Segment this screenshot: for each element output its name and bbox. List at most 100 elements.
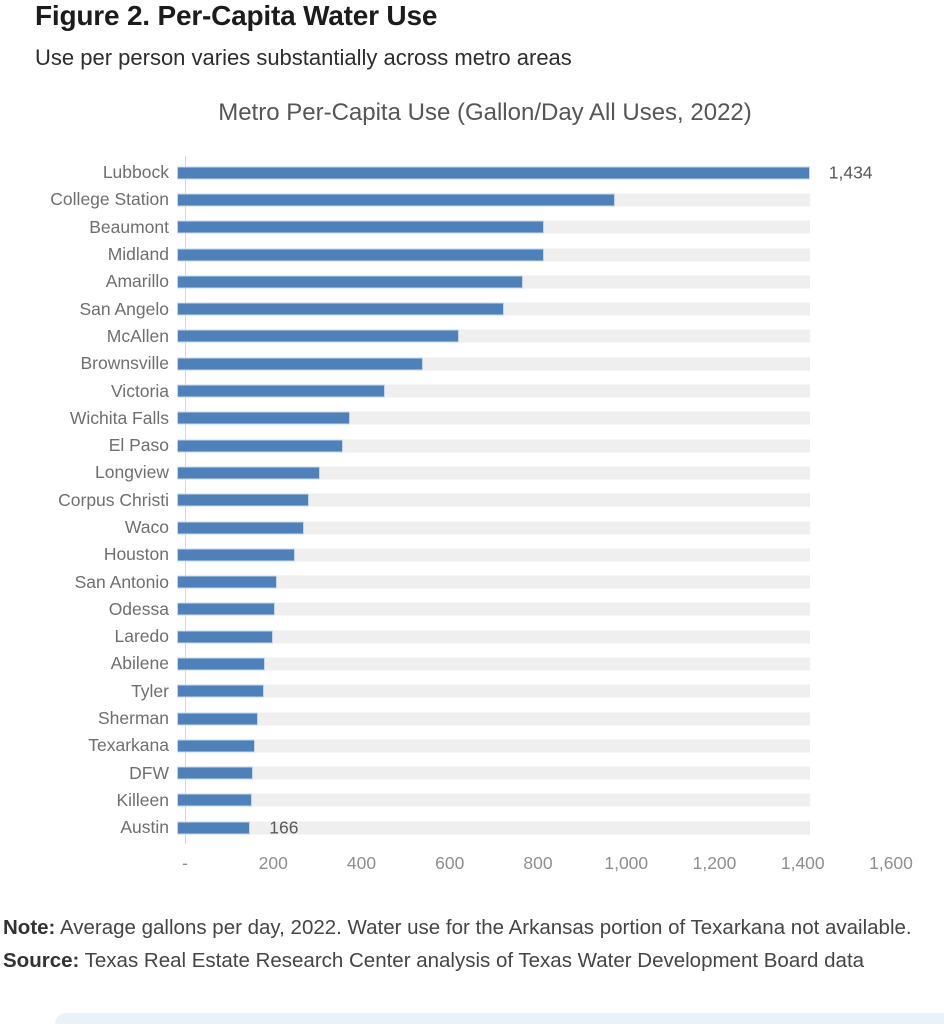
source-text: Texas Real Estate Research Center analys… <box>79 949 865 972</box>
source-label: Source: <box>3 949 80 972</box>
category-label: Sherman <box>97 708 169 729</box>
category-label: DFW <box>129 762 169 783</box>
bar <box>177 739 256 753</box>
bar <box>177 766 253 780</box>
category-label: Amarillo <box>105 271 169 292</box>
bar-row: College Station <box>0 186 944 213</box>
bar-row: Laredo <box>0 623 944 650</box>
plot-rows: Lubbock 1,434 College Station Beaumont Midla… <box>0 159 944 841</box>
x-tick-label: - <box>182 853 188 873</box>
category-label: Laredo <box>114 626 170 647</box>
source-line: Source: Texas Real Estate Research Cente… <box>3 944 931 977</box>
footer-notes: Note: Average gallons per day, 2022. Wat… <box>3 911 931 977</box>
bar-cell <box>177 678 944 705</box>
bar-track <box>177 548 810 562</box>
bar-cell <box>177 459 944 486</box>
x-tick-label: 200 <box>258 853 288 873</box>
bar-cell <box>177 705 944 732</box>
bar-cell <box>177 732 944 759</box>
category-label: Longview <box>95 462 169 483</box>
bar-cell <box>177 241 944 268</box>
bar-row: DFW <box>0 760 944 787</box>
bar-track <box>177 793 810 807</box>
bar-track <box>177 493 810 507</box>
bar-cell <box>177 268 944 295</box>
bar-row: Sherman <box>0 705 944 732</box>
bar-cell <box>177 514 944 541</box>
bar-row: Austin 166 <box>0 814 944 841</box>
category-label: San Angelo <box>79 298 169 319</box>
bar-row: El Paso <box>0 432 944 459</box>
bar-row: Amarillo <box>0 268 944 295</box>
figure-subtitle: Use per person varies substantially acro… <box>35 45 572 70</box>
bar <box>177 302 504 316</box>
bar-row: Lubbock 1,434 <box>0 159 944 186</box>
category-label: Victoria <box>110 380 169 401</box>
note-line: Note: Average gallons per day, 2022. Wat… <box>3 911 931 944</box>
bar-cell <box>177 405 944 432</box>
bar-track <box>177 602 810 616</box>
bar-row: Tyler <box>0 678 944 705</box>
bar-row: Midland <box>0 241 944 268</box>
bar <box>177 193 615 207</box>
category-label: Wichita Falls <box>69 407 169 428</box>
bar-cell <box>177 295 944 322</box>
bar-row: Corpus Christi <box>0 487 944 514</box>
bar-cell <box>177 650 944 677</box>
bar-cell <box>177 760 944 787</box>
bar-track <box>177 521 810 534</box>
bar-track <box>177 466 810 480</box>
category-label: Corpus Christi <box>58 489 169 510</box>
category-label: College Station <box>50 189 169 210</box>
bar-track <box>177 766 810 780</box>
category-label: Killeen <box>116 789 169 810</box>
bar <box>177 684 265 698</box>
bar <box>177 521 305 534</box>
bar <box>177 411 350 425</box>
bar-cell <box>177 432 944 459</box>
bar-row: Texarkana <box>0 732 944 759</box>
chart-title: Metro Per-Capita Use (Gallon/Day All Use… <box>218 99 752 126</box>
bar-row: Victoria <box>0 377 944 404</box>
bar-cell <box>177 323 944 350</box>
x-tick-label: 1,200 <box>692 853 737 873</box>
bar <box>177 220 544 234</box>
bar <box>177 466 320 480</box>
bar-row: Beaumont <box>0 214 944 241</box>
bar <box>177 329 459 343</box>
x-tick-label: 400 <box>346 853 377 873</box>
bar <box>177 602 275 616</box>
bar <box>177 575 278 589</box>
bar-row: Waco <box>0 514 944 541</box>
bar-row: Houston <box>0 541 944 568</box>
bar-track <box>177 657 810 671</box>
bar-row: Killeen <box>0 787 944 814</box>
category-label: McAllen <box>106 325 169 346</box>
category-label: Beaumont <box>89 216 169 237</box>
category-label: Odessa <box>108 598 169 619</box>
bar <box>177 493 309 507</box>
category-label: Lubbock <box>102 162 169 183</box>
bar-cell <box>177 350 944 377</box>
bar <box>177 793 252 807</box>
bar-row: McAllen <box>0 323 944 350</box>
bar-cell <box>177 623 944 650</box>
x-tick-label: 1,000 <box>604 853 649 873</box>
bottom-page-strip <box>55 1013 944 1024</box>
x-axis: - 200 400 600 800 1,000 1,200 1,400 1,600 <box>182 853 913 877</box>
bar-cell <box>177 568 944 595</box>
category-label: Austin <box>120 817 169 838</box>
bar-track <box>177 739 810 753</box>
bar-row: San Angelo <box>0 295 944 322</box>
bar <box>177 384 385 398</box>
bar-cell <box>177 377 944 404</box>
bar <box>177 630 273 644</box>
bar-cell <box>177 214 944 241</box>
bar-track <box>177 630 810 644</box>
bar <box>177 248 544 262</box>
bar <box>177 439 343 453</box>
x-tick-label: 1,400 <box>780 853 825 873</box>
category-label: Midland <box>107 244 169 265</box>
category-label: Houston <box>103 544 169 565</box>
bar <box>177 357 423 371</box>
